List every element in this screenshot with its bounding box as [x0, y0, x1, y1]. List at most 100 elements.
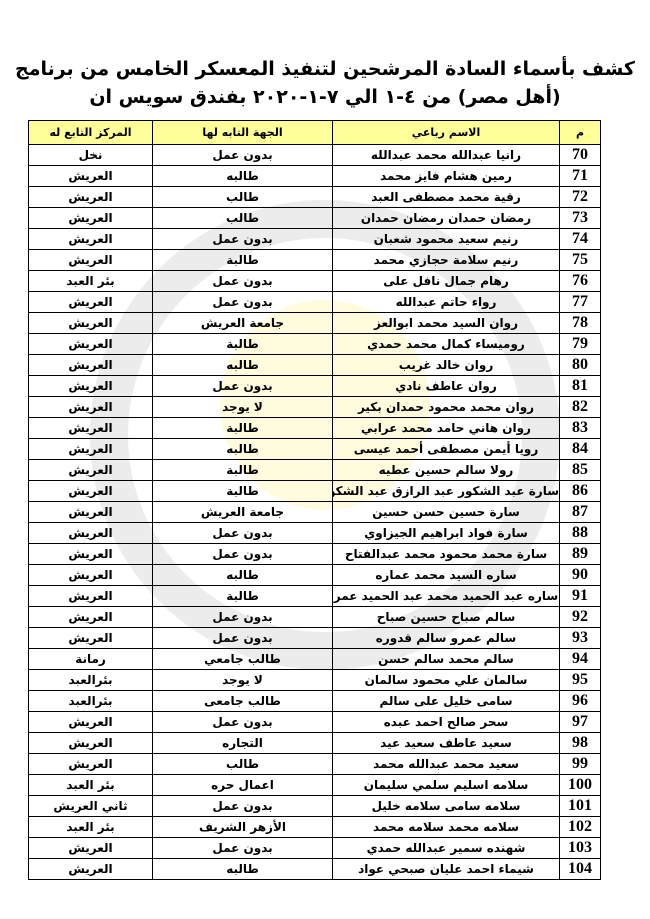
- table-row: 92 سالم صباح حسين صباح بدون عمل العريش: [28, 606, 601, 628]
- num-cell: 97: [559, 711, 601, 733]
- name-cell: سالم صباح حسين صباح: [332, 606, 560, 628]
- num-cell: 90: [559, 564, 601, 586]
- num-cell: 99: [559, 753, 601, 775]
- entity-cell: لا يوجد: [152, 669, 333, 691]
- center-cell: العريش: [28, 585, 153, 607]
- name-cell: سارة محمد محمود محمد عبدالفتاح: [332, 543, 560, 565]
- entity-cell: بدون عمل: [152, 522, 333, 544]
- num-cell: 91: [559, 585, 601, 607]
- num-cell: 83: [559, 417, 601, 439]
- entity-cell: طالبة: [152, 249, 333, 271]
- entity-cell: بدون عمل: [152, 837, 333, 859]
- entity-cell: بدون عمل: [152, 627, 333, 649]
- header-name: الاسم رباعي: [332, 120, 560, 145]
- table-row: 87 سارة حسين حسن حسين جامعة العريش العريش: [28, 501, 601, 523]
- table-row: 73 رمضان حمدان رمضان حمدان طالب العريش: [28, 207, 601, 229]
- center-cell: العريش: [28, 186, 153, 208]
- entity-cell: طالبة: [152, 333, 333, 355]
- table-row: 76 رهام جمال نافل على بدون عمل بئر العبد: [28, 270, 601, 292]
- table-row: 103 شهنده سمير عبدالله حمدي بدون عمل العريش: [28, 837, 601, 859]
- name-cell: رمين هشام فايز محمد: [332, 165, 560, 187]
- table-row: 70 رانيا عبدالله محمد عبدالله بدون عمل نخل: [28, 144, 601, 166]
- table-row: 82 روان محمد محمود حمدان بكير لا يوجد العري…: [28, 396, 601, 418]
- center-cell: العريش: [28, 396, 153, 418]
- title-line-2: (أهل مصر) من ٤-١ الي ٧-١-٢٠٢٠ بفندق سويس…: [89, 86, 561, 108]
- num-cell: 79: [559, 333, 601, 355]
- num-cell: 89: [559, 543, 601, 565]
- center-cell: العريش: [28, 291, 153, 313]
- name-cell: شيماء احمد عليان صبحي عواد: [332, 858, 560, 880]
- center-cell: العريش: [28, 480, 153, 502]
- table-row: 94 سالم محمد سالم حسن طالب جامعي رمانة: [28, 648, 601, 670]
- entity-cell: لا يوجد: [152, 396, 333, 418]
- name-cell: سارة عبد الشكور عبد الرازق عبد الشكور: [332, 480, 560, 502]
- num-cell: 75: [559, 249, 601, 271]
- name-cell: ساره السيد محمد عماره: [332, 564, 560, 586]
- table-row: 95 سالمان علي محمود سالمان لا يوجد بئرالعبد: [28, 669, 601, 691]
- entity-cell: بدون عمل: [152, 144, 333, 166]
- name-cell: سارة فواد ابراهيم الجيزاوي: [332, 522, 560, 544]
- table-row: 81 روان عاطف نادي بدون عمل العريش: [28, 375, 601, 397]
- num-cell: 101: [559, 795, 601, 817]
- name-cell: رويا أيمن مصطفى أحمد عيسى: [332, 438, 560, 460]
- num-cell: 100: [559, 774, 601, 796]
- table-row: 71 رمين هشام فايز محمد طالبه العريش: [28, 165, 601, 187]
- center-cell: بئر العبد: [28, 816, 153, 838]
- center-cell: العريش: [28, 501, 153, 523]
- entity-cell: اعمال حره: [152, 774, 333, 796]
- name-cell: روان السيد محمد ابوالعز: [332, 312, 560, 334]
- num-cell: 84: [559, 438, 601, 460]
- header-center: المركز التابع له: [28, 120, 153, 145]
- entity-cell: بدون عمل: [152, 711, 333, 733]
- name-cell: روان هاني حامد محمد عرابي: [332, 417, 560, 439]
- name-cell: روان خالد غريب: [332, 354, 560, 376]
- center-cell: العريش: [28, 417, 153, 439]
- num-cell: 76: [559, 270, 601, 292]
- name-cell: روميساء كمال محمد حمدي: [332, 333, 560, 355]
- entity-cell: بدون عمل: [152, 291, 333, 313]
- entity-cell: بدون عمل: [152, 375, 333, 397]
- num-cell: 70: [559, 144, 601, 166]
- num-cell: 81: [559, 375, 601, 397]
- table-row: 93 سالم عمرو سالم قدوره بدون عمل العريش: [28, 627, 601, 649]
- entity-cell: بدون عمل: [152, 228, 333, 250]
- name-cell: رولا سالم حسين عطيه: [332, 459, 560, 481]
- center-cell: العريش: [28, 438, 153, 460]
- table-row: 102 سلامه محمد سلامه محمد الأزهر الشريف بئر…: [28, 816, 601, 838]
- name-cell: رهام جمال نافل على: [332, 270, 560, 292]
- table-header: م الاسم رباعي الجهة التابه لها المركز ال…: [28, 120, 601, 145]
- num-cell: 87: [559, 501, 601, 523]
- num-cell: 88: [559, 522, 601, 544]
- num-cell: 86: [559, 480, 601, 502]
- center-cell: العريش: [28, 543, 153, 565]
- entity-cell: طالب جامعي: [152, 648, 333, 670]
- num-cell: 92: [559, 606, 601, 628]
- name-cell: رنيم سعيد محمود شعبان: [332, 228, 560, 250]
- center-cell: العريش: [28, 165, 153, 187]
- entity-cell: بدون عمل: [152, 270, 333, 292]
- name-cell: رنيم سلامة حجازي محمد: [332, 249, 560, 271]
- center-cell: العريش: [28, 249, 153, 271]
- name-cell: رمضان حمدان رمضان حمدان: [332, 207, 560, 229]
- center-cell: بئر العبد: [28, 270, 153, 292]
- num-cell: 95: [559, 669, 601, 691]
- center-cell: العريش: [28, 858, 153, 880]
- name-cell: سارة حسين حسن حسين: [332, 501, 560, 523]
- name-cell: سعيد محمد عبدالله محمد: [332, 753, 560, 775]
- table-row: 96 سامى خليل على سالم طالب جامعى بئرالعبد: [28, 690, 601, 712]
- center-cell: العريش: [28, 375, 153, 397]
- table-row: 84 رويا أيمن مصطفى أحمد عيسى طالبه العريش: [28, 438, 601, 460]
- num-cell: 94: [559, 648, 601, 670]
- entity-cell: جامعة العريش: [152, 501, 333, 523]
- table-row: 100 سلامه اسليم سلمي سليمان اعمال حره بئر ا…: [28, 774, 601, 796]
- entity-cell: طالبة: [152, 459, 333, 481]
- entity-cell: طالب: [152, 186, 333, 208]
- entity-cell: طالبة: [152, 585, 333, 607]
- name-cell: سالمان علي محمود سالمان: [332, 669, 560, 691]
- center-cell: العريش: [28, 333, 153, 355]
- title-line-1: كشف بأسماء السادة المرشحين لتنفيذ المعسك…: [15, 58, 635, 80]
- num-cell: 73: [559, 207, 601, 229]
- center-cell: بئر العبد: [28, 774, 153, 796]
- name-cell: سامى خليل على سالم: [332, 690, 560, 712]
- table-row: 85 رولا سالم حسين عطيه طالبة العريش: [28, 459, 601, 481]
